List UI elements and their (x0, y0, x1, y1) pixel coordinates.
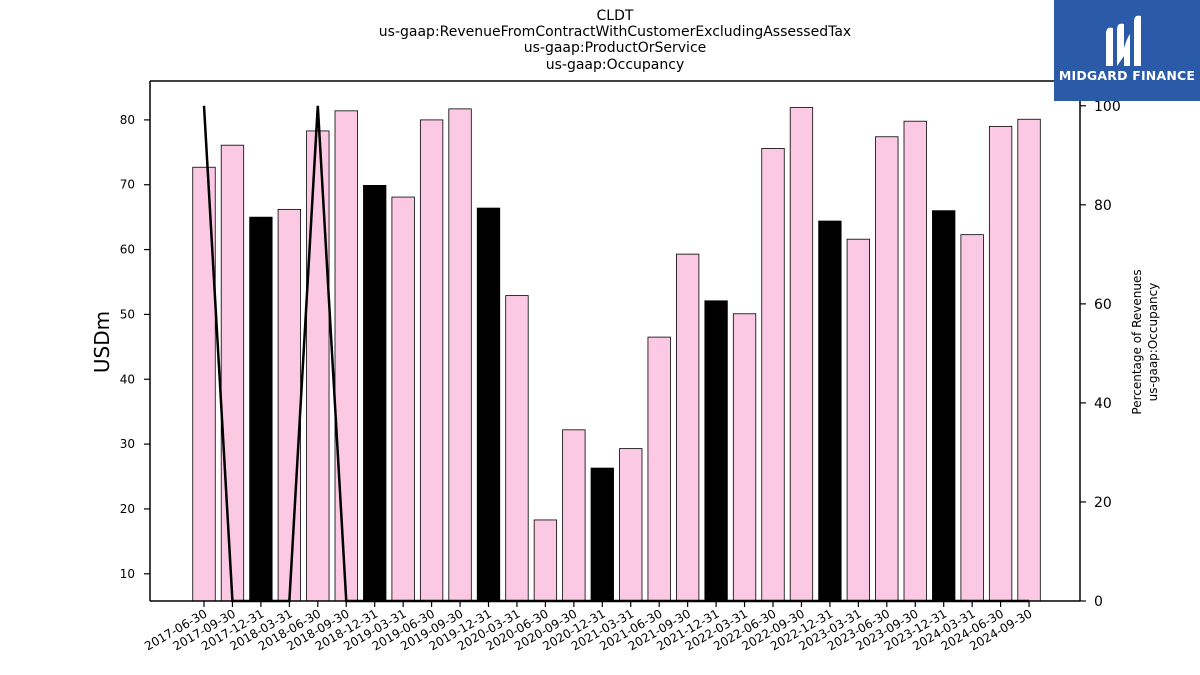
bar-series (192, 107, 1041, 602)
bar-2024-03-31 (960, 234, 984, 602)
bar-2017-09-30 (220, 144, 245, 602)
y-left-tick-label: 70 (120, 178, 135, 192)
y-axis-right-label-line-1: Percentage of Revenues (1130, 269, 1144, 414)
bar-2020-12-31 (590, 467, 614, 602)
bar-2019-03-31 (391, 196, 415, 602)
bar-2018-06-30 (306, 130, 330, 602)
bar-2024-09-30 (1017, 118, 1041, 602)
bar-2020-03-31 (505, 295, 529, 602)
bar-2019-09-30 (448, 108, 472, 602)
bar-2021-06-30 (647, 336, 671, 602)
x-axis-ticks: 2017-06-302017-09-302017-12-312018-03-31… (142, 601, 1035, 653)
bar-2023-06-30 (875, 136, 899, 602)
y-right-tick-label: 100 (1094, 99, 1121, 115)
y-right-tick-label: 20 (1094, 495, 1112, 511)
y-left-tick-label: 30 (120, 437, 135, 451)
chart-title-line-1: CLDT (597, 8, 634, 24)
bar-2022-12-31 (818, 220, 842, 602)
chart-title-line-4: us-gaap:Occupancy (546, 57, 684, 73)
bar-2019-12-31 (476, 207, 501, 602)
bar-2024-06-30 (988, 125, 1013, 602)
chart-title-line-3: us-gaap:ProductOrService (524, 40, 707, 56)
y-left-tick-label: 40 (120, 372, 135, 386)
y-axis-right-label: Percentage of Revenues us-gaap:Occupancy (1130, 269, 1160, 414)
y-right-tick-label: 0 (1094, 594, 1103, 610)
y-left-tick-label: 60 (120, 243, 135, 257)
midgard-logo-icon (1106, 15, 1141, 67)
bar-2017-12-31 (249, 216, 273, 602)
brand-name: MIDGARD FINANCE (1058, 68, 1196, 83)
y-axis-left-label: USDm (90, 311, 114, 373)
bar-2018-12-31 (363, 184, 387, 602)
y-right-tick-label: 80 (1094, 198, 1112, 214)
axes (149, 80, 1081, 602)
bar-2021-03-31 (619, 448, 643, 602)
bar-2022-09-30 (789, 107, 814, 602)
bar-2023-03-31 (846, 238, 870, 602)
bar-2019-06-30 (419, 119, 444, 602)
bar-2020-09-30 (562, 429, 586, 602)
bar-2022-03-31 (732, 313, 757, 602)
y-left-tick-label: 20 (120, 502, 135, 516)
y-left-tick-label: 50 (120, 307, 135, 321)
chart-title-line-2: us-gaap:RevenueFromContractWithCustomerE… (379, 24, 851, 40)
y-axis-right-ticks: 0 20 40 60 80 100 (1080, 99, 1121, 610)
bar-2018-03-31 (277, 208, 302, 602)
y-left-tick-label: 10 (120, 567, 135, 581)
y-axis-right-label-line-2: us-gaap:Occupancy (1146, 283, 1160, 402)
y-left-tick-label: 80 (120, 113, 135, 127)
bar-2021-12-31 (704, 300, 728, 602)
bar-2018-09-30 (334, 110, 358, 602)
y-right-tick-label: 60 (1094, 297, 1112, 313)
bar-2023-09-30 (903, 120, 927, 602)
y-axis-left-ticks: 10 20 30 40 50 60 70 80 (120, 113, 150, 581)
bar-2021-09-30 (676, 253, 700, 602)
bar-2022-06-30 (761, 148, 785, 602)
bar-2020-06-30 (533, 519, 558, 602)
chart-title: CLDT us-gaap:RevenueFromContractWithCust… (379, 8, 851, 73)
y-right-tick-label: 40 (1094, 396, 1112, 412)
brand-logo: MIDGARD FINANCE (1054, 0, 1200, 101)
bar-2023-12-31 (932, 210, 956, 602)
